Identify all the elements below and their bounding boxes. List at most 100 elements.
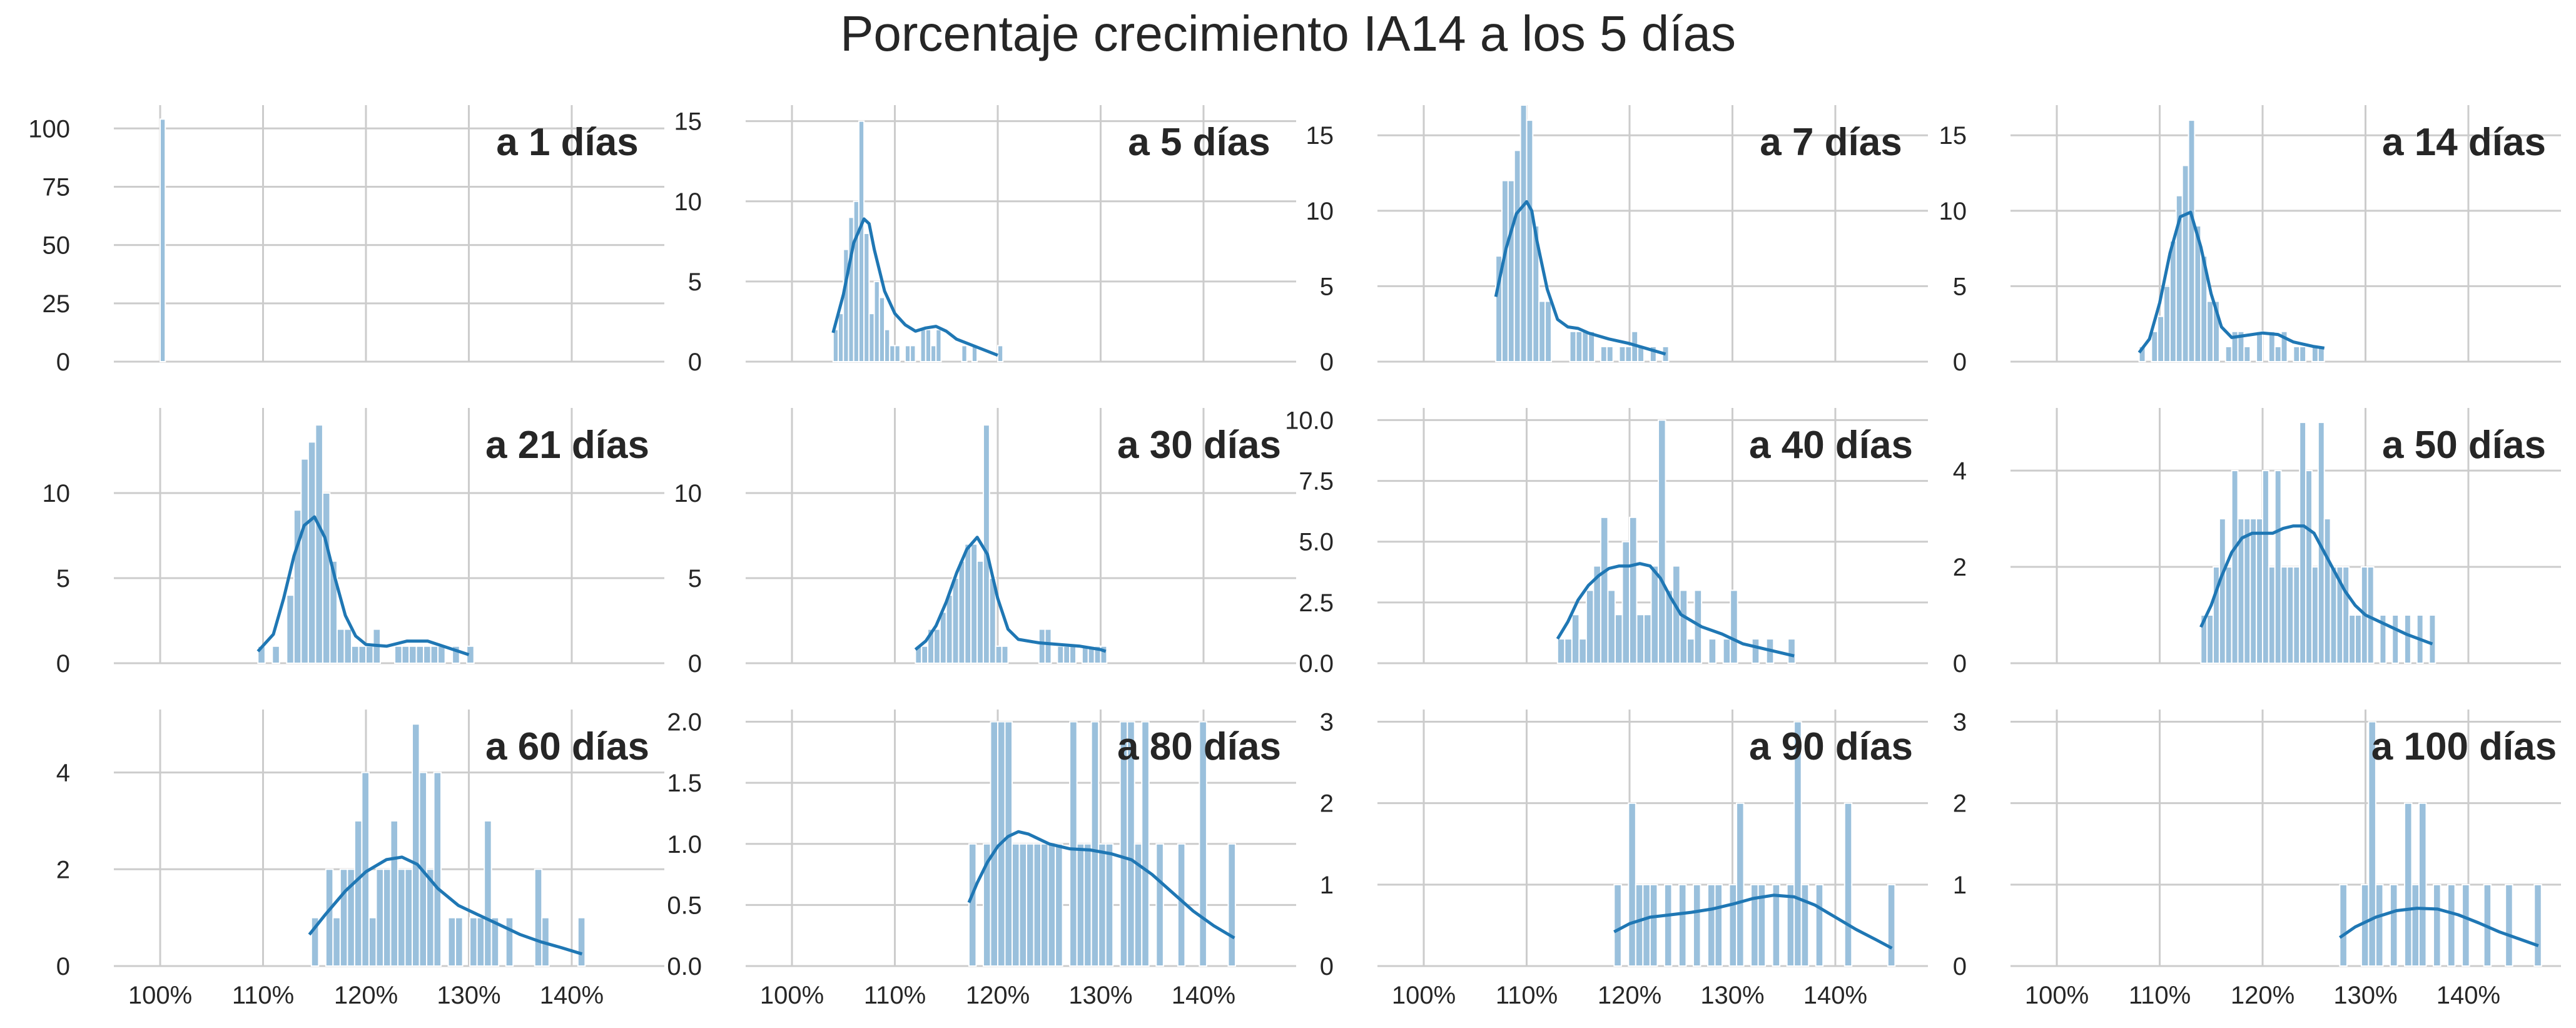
histogram-bar bbox=[408, 645, 417, 664]
histogram-bar bbox=[1621, 541, 1630, 664]
histogram-bar bbox=[2411, 883, 2420, 967]
histogram-bar bbox=[447, 917, 457, 967]
histogram-bar bbox=[2268, 330, 2276, 363]
histogram-bar bbox=[910, 345, 916, 362]
panel-label: a 7 días bbox=[1760, 121, 1902, 164]
x-tick-label: 130% bbox=[437, 982, 500, 1009]
histogram-bar bbox=[300, 458, 309, 664]
histogram-bar bbox=[2163, 285, 2171, 363]
x-tick-label: 110% bbox=[232, 982, 294, 1009]
y-tick-label: 15 bbox=[1306, 122, 1334, 150]
histogram-bar bbox=[307, 441, 317, 664]
histogram-bar bbox=[2342, 566, 2350, 664]
histogram-bar bbox=[958, 560, 966, 664]
x-tick-label: 100% bbox=[128, 982, 192, 1009]
histogram-bar bbox=[329, 560, 338, 664]
histogram-bar bbox=[1585, 589, 1595, 664]
panel-label: a 50 días bbox=[2382, 424, 2546, 467]
y-tick-label: 0.0 bbox=[667, 953, 702, 980]
histogram-bar bbox=[2231, 470, 2239, 664]
histogram-bar bbox=[925, 328, 932, 362]
x-tick-label: 120% bbox=[1598, 982, 1661, 1009]
y-tick-label: 0 bbox=[56, 650, 70, 678]
kde-curve bbox=[967, 830, 1235, 940]
histogram-bar bbox=[1663, 883, 1673, 967]
histogram-bar bbox=[964, 543, 972, 664]
histogram-bar bbox=[2462, 883, 2470, 967]
y-tick-label: 25 bbox=[43, 290, 71, 318]
histogram-bar bbox=[2213, 300, 2220, 363]
histogram-bar bbox=[325, 868, 334, 967]
histogram-bar bbox=[1047, 843, 1057, 967]
histogram-bar bbox=[995, 645, 1003, 664]
histogram-bar bbox=[858, 120, 865, 362]
histogram-bar bbox=[455, 917, 464, 967]
histogram-bar bbox=[2206, 614, 2214, 664]
histogram-bar bbox=[1607, 589, 1616, 664]
histogram-bar bbox=[935, 328, 942, 362]
panel-9: 0 2 4 a 60 días 100% 110% 120% 130% 140% bbox=[56, 710, 664, 1009]
histogram-bar bbox=[2348, 614, 2356, 664]
histogram-bar bbox=[1600, 345, 1608, 362]
panel-6: 0 5 10 a 30 días bbox=[674, 408, 1296, 678]
histogram-bar bbox=[838, 313, 844, 362]
histogram-bar bbox=[970, 543, 978, 664]
y-tick-label: 2.0 bbox=[667, 709, 702, 736]
y-tick-label: 5 bbox=[56, 565, 70, 593]
y-tick-label: 0 bbox=[1953, 650, 1967, 678]
histogram-bar bbox=[2368, 721, 2376, 967]
histogram-bar bbox=[310, 917, 320, 967]
kde-curve bbox=[1613, 893, 1893, 950]
y-tick-label: 4 bbox=[56, 760, 70, 787]
y-tick-label: 0 bbox=[688, 349, 702, 376]
panel-10: 0.0 0.5 1.0 1.5 2.0 a 80 días 100% 110% 120% 130%… bbox=[667, 709, 1296, 1009]
histogram-bar bbox=[534, 868, 543, 967]
histogram-bar bbox=[863, 233, 870, 362]
histogram-bar bbox=[976, 560, 984, 664]
histogram-bar bbox=[2375, 883, 2384, 967]
y-tick-label: 5 bbox=[1320, 273, 1334, 300]
x-tick-label: 140% bbox=[2437, 982, 2500, 1009]
y-tick-label: 0 bbox=[56, 953, 70, 980]
histogram-bar bbox=[853, 200, 860, 362]
histogram-bar bbox=[1177, 843, 1186, 967]
y-tick-label: 10.0 bbox=[1285, 407, 1334, 434]
y-tick-label: 10 bbox=[43, 480, 71, 507]
y-tick-label: 2 bbox=[56, 856, 70, 883]
histogram-bar bbox=[1507, 180, 1515, 362]
histogram-bar bbox=[2360, 883, 2370, 967]
histogram-bar bbox=[990, 721, 998, 967]
histogram-bar bbox=[577, 917, 586, 967]
y-tick-label: 2 bbox=[1953, 554, 1967, 581]
histogram-bar bbox=[1083, 843, 1092, 967]
histogram-bar bbox=[1635, 883, 1644, 967]
y-tick-label: 0 bbox=[56, 349, 70, 376]
y-tick-label: 5 bbox=[688, 268, 702, 296]
histogram-bar bbox=[945, 594, 953, 664]
histogram-bar bbox=[1751, 638, 1760, 664]
histogram-bar bbox=[1678, 883, 1687, 967]
histogram-bar bbox=[1606, 345, 1614, 362]
x-tick-label: 120% bbox=[334, 982, 398, 1009]
histogram-bar bbox=[939, 611, 947, 664]
histogram-bar bbox=[2293, 345, 2301, 362]
y-tick-label: 15 bbox=[674, 108, 702, 136]
histogram-bar bbox=[1057, 645, 1065, 664]
histogram-bar bbox=[1055, 843, 1063, 967]
histogram-bar bbox=[322, 492, 331, 664]
histogram-bar bbox=[2391, 614, 2400, 664]
histogram-bar bbox=[1155, 843, 1164, 967]
histogram-bar bbox=[332, 917, 341, 967]
histogram-bar bbox=[2224, 566, 2233, 664]
y-tick-label: 2 bbox=[1953, 790, 1967, 818]
histogram-bar bbox=[365, 645, 374, 664]
histogram-bar bbox=[315, 424, 323, 664]
panel-label: a 60 días bbox=[485, 725, 649, 768]
y-tick-label: 1 bbox=[1953, 872, 1967, 899]
y-tick-label: 7.5 bbox=[1299, 468, 1334, 496]
histogram-bar bbox=[2330, 566, 2338, 664]
histogram-bar bbox=[1076, 843, 1085, 967]
y-tick-label: 50 bbox=[43, 232, 71, 260]
histogram-bar bbox=[339, 868, 348, 967]
